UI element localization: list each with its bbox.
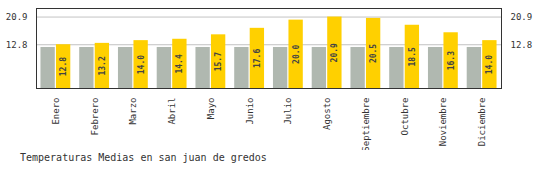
svg-text:Mayo: Mayo: [206, 98, 216, 120]
svg-text:12.8: 12.8: [511, 40, 533, 50]
svg-text:14.0: 14.0: [137, 55, 146, 74]
svg-text:Febrero: Febrero: [90, 98, 100, 136]
svg-text:16.3: 16.3: [447, 51, 456, 70]
svg-text:13.2: 13.2: [98, 56, 107, 75]
svg-text:Julio: Julio: [283, 98, 293, 125]
svg-text:12.8: 12.8: [6, 40, 28, 50]
svg-text:Diciembre: Diciembre: [477, 98, 487, 147]
svg-text:Agosto: Agosto: [322, 98, 332, 131]
svg-text:18.5: 18.5: [408, 47, 417, 66]
svg-text:Marzo: Marzo: [128, 98, 138, 125]
svg-text:17.6: 17.6: [253, 49, 262, 68]
svg-text:14.4: 14.4: [175, 54, 184, 73]
svg-text:12.8: 12.8: [59, 57, 68, 76]
svg-text:Octubre: Octubre: [400, 98, 410, 136]
svg-text:20.9: 20.9: [330, 43, 339, 62]
html-text:Temperaturas Medias en san jua: Temperaturas Medias en san juan de gredo…: [20, 152, 267, 163]
svg-text:Junio: Junio: [245, 98, 255, 125]
svg-text:Enero: Enero: [51, 98, 61, 125]
svg-text:Noviembre: Noviembre: [438, 98, 448, 147]
svg-text:14.0: 14.0: [485, 55, 494, 74]
svg-text:20.9: 20.9: [511, 12, 533, 22]
svg-text:Septiembre: Septiembre: [361, 98, 371, 151]
svg-text:15.7: 15.7: [214, 52, 223, 71]
svg-text:20.5: 20.5: [369, 44, 378, 63]
svg-text:20.0: 20.0: [292, 44, 301, 63]
svg-text:20.9: 20.9: [6, 12, 28, 22]
svg-text:Abril: Abril: [167, 98, 177, 125]
